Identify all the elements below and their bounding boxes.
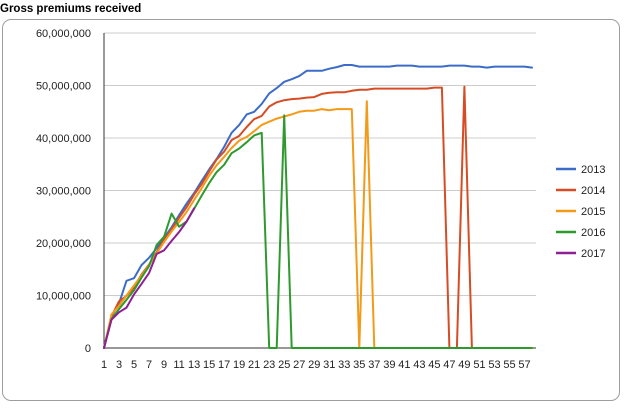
x-tick-label: 3 xyxy=(116,359,122,371)
x-tick-label: 51 xyxy=(473,359,485,371)
x-tick-label: 19 xyxy=(233,359,245,371)
x-tick-label: 31 xyxy=(323,359,335,371)
x-tick-label: 5 xyxy=(131,359,137,371)
x-axis-tick-labels: 1 3 5 7 9 11 13 15 17 19 21 23 25 27 29 31 33 35 37 39 41 43 4… xyxy=(101,359,531,371)
x-tick-label: 49 xyxy=(458,359,470,371)
x-tick-label: 45 xyxy=(428,359,440,371)
series-lines xyxy=(103,64,533,349)
gridlines xyxy=(103,32,536,349)
y-tick-label: 60,000,000 xyxy=(36,28,91,40)
y-tick-label: 20,000,000 xyxy=(36,238,91,250)
x-tick-label: 23 xyxy=(263,359,275,371)
x-tick-label: 27 xyxy=(293,359,305,371)
x-tick-label: 53 xyxy=(488,359,500,371)
series-line-2016 xyxy=(103,114,533,349)
x-tick-label: 57 xyxy=(518,359,530,371)
series-line-2017 xyxy=(103,207,196,349)
x-tick-label: 29 xyxy=(308,359,320,371)
x-tick-label: 13 xyxy=(188,359,200,371)
x-tick-label: 55 xyxy=(503,359,515,371)
y-tick-label: 40,000,000 xyxy=(36,133,91,145)
y-tick-label: 30,000,000 xyxy=(36,186,91,198)
x-tick-label: 47 xyxy=(443,359,455,371)
y-tick-label: 50,000,000 xyxy=(36,81,91,93)
y-tick-label: 10,000,000 xyxy=(36,291,91,303)
x-tick-label: 9 xyxy=(161,359,167,371)
x-tick-label: 11 xyxy=(173,359,184,371)
x-tick-label: 17 xyxy=(218,359,230,371)
y-tick-label: 0 xyxy=(85,343,91,355)
x-tick-label: 15 xyxy=(203,359,215,371)
legend-label-2014: 2014 xyxy=(581,185,605,197)
x-tick-label: 33 xyxy=(338,359,350,371)
x-tick-label: 25 xyxy=(278,359,290,371)
y-axis-tick-labels: 0 10,000,000 20,000,000 30,000,000 40,000,00… xyxy=(36,28,91,355)
x-tick-label: 43 xyxy=(413,359,425,371)
x-tick-label: 41 xyxy=(398,359,410,371)
chart-card xyxy=(2,19,620,401)
x-tick-label: 37 xyxy=(368,359,380,371)
x-tick-label: 21 xyxy=(248,359,260,371)
legend-label-2017: 2017 xyxy=(581,248,605,260)
legend-label-2015: 2015 xyxy=(581,206,605,218)
x-tick-label: 35 xyxy=(353,359,365,371)
legend-label-2016: 2016 xyxy=(581,227,605,239)
x-tick-label: 1 xyxy=(101,359,107,371)
legend-label-2013: 2013 xyxy=(581,164,605,176)
x-tick-label: 7 xyxy=(146,359,152,371)
chart-title: Gross premiums received xyxy=(0,3,142,15)
legend: 2013 2014 2015 2016 2017 xyxy=(556,164,605,260)
x-tick-label: 39 xyxy=(383,359,395,371)
series-line-2014 xyxy=(103,85,533,349)
